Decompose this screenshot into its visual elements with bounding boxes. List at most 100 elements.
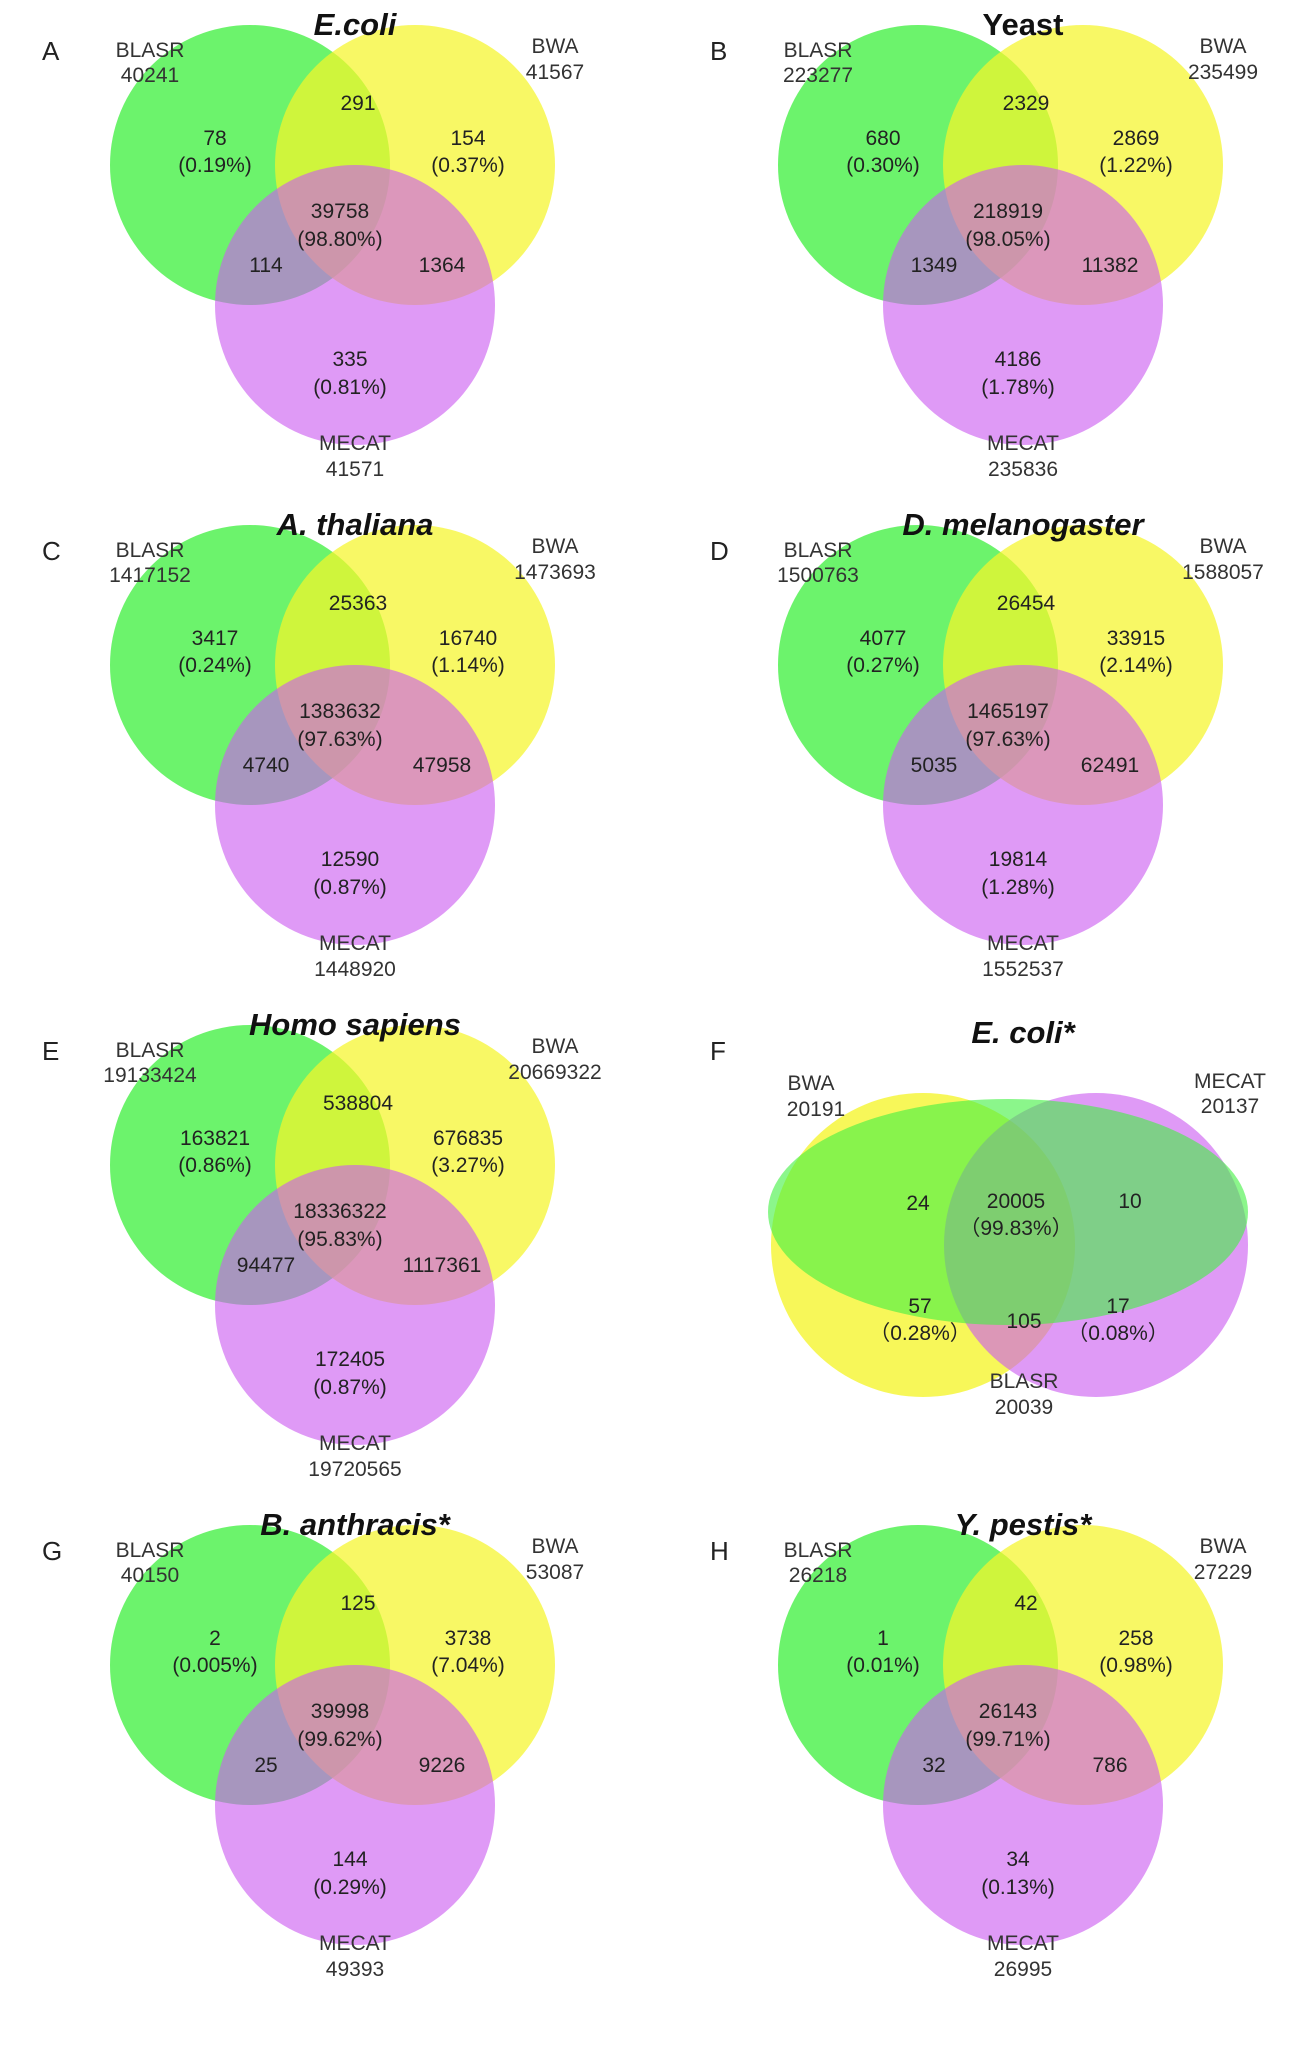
- set-total-mecat: 19720565: [308, 1458, 401, 1481]
- set-total-bwa: 41567: [526, 61, 584, 84]
- region-mecat-only: 17: [1106, 1295, 1129, 1318]
- region-bwa-only: 16740: [439, 627, 497, 650]
- region-all-three: 18336322: [293, 1200, 386, 1223]
- set-circle-mecat: [215, 165, 495, 445]
- region-mecat-only: 335: [332, 348, 367, 371]
- set-label-mecat: MECAT: [987, 932, 1059, 955]
- panel-letter: E: [42, 1036, 59, 1066]
- region-blasr-only: 680: [865, 127, 900, 150]
- region-blasr-only-pct: (0.30%): [846, 154, 920, 177]
- region-bwa-only-pct: (7.04%): [431, 1654, 505, 1677]
- panel-letter: D: [710, 536, 729, 566]
- region-mecat-only: 12590: [321, 848, 379, 871]
- region-all-three-pct: (99.62%): [297, 1728, 382, 1751]
- region-bwa-only: 258: [1118, 1627, 1153, 1650]
- region-bwa-only-pct: （0.28%）: [869, 1322, 971, 1345]
- region-bwa-only: 2869: [1113, 127, 1160, 150]
- set-total-blasr: 26218: [789, 1564, 847, 1587]
- set-label-blasr: BLASR: [990, 1370, 1059, 1393]
- region-bwa-mecat: 105: [1006, 1310, 1041, 1333]
- region-blasr-only-pct: (0.005%): [172, 1654, 257, 1677]
- chart-title: Homo sapiens: [249, 1007, 461, 1042]
- region-blasr-only-pct: (0.01%): [846, 1654, 920, 1677]
- panel-letter: C: [42, 536, 61, 566]
- set-label-mecat: MECAT: [987, 432, 1059, 455]
- set-total-mecat: 41571: [326, 458, 384, 481]
- region-blasr-bwa: 538804: [323, 1092, 393, 1115]
- region-blasr-mecat: 5035: [911, 754, 958, 777]
- region-all-three: 218919: [973, 200, 1043, 223]
- set-total-blasr: 223277: [783, 64, 853, 87]
- region-blasr-mecat: 1349: [911, 254, 958, 277]
- chart-title: A. thaliana: [276, 507, 434, 542]
- region-bwa-mecat: 1364: [419, 254, 466, 277]
- set-total-bwa: 27229: [1194, 1561, 1252, 1584]
- region-blasr-bwa: 291: [340, 92, 375, 115]
- set-label-bwa: BWA: [787, 1072, 834, 1095]
- chart-title: D. melanogaster: [902, 507, 1145, 542]
- region-blasr-only: 4077: [860, 627, 907, 650]
- set-total-bwa: 53087: [526, 1561, 584, 1584]
- region-mecat-blasr: 10: [1118, 1190, 1141, 1213]
- panel-letter: B: [710, 36, 727, 66]
- region-all-three-pct: (99.71%): [965, 1728, 1050, 1751]
- region-mecat-only-pct: (1.78%): [981, 376, 1055, 399]
- region-mecat-only: 34: [1006, 1848, 1030, 1871]
- set-label-bwa: BWA: [531, 1535, 578, 1558]
- set-total-bwa: 1588057: [1182, 561, 1264, 584]
- region-mecat-only: 144: [332, 1848, 367, 1871]
- set-total-mecat: 20137: [1201, 1095, 1259, 1118]
- set-label-blasr: BLASR: [784, 1539, 853, 1562]
- set-label-blasr: BLASR: [116, 539, 185, 562]
- set-total-mecat: 26995: [994, 1958, 1052, 1981]
- region-bwa-mecat: 1117361: [403, 1254, 482, 1277]
- region-mecat-only-pct: (0.29%): [313, 1876, 387, 1899]
- region-mecat-only-pct: (1.28%): [981, 876, 1055, 899]
- region-all-three: 1383632: [299, 700, 381, 723]
- region-all-three: 1465197: [967, 700, 1049, 723]
- panel-letter: H: [710, 1536, 729, 1566]
- set-total-blasr: 1417152: [109, 564, 191, 587]
- set-total-blasr: 1500763: [777, 564, 859, 587]
- set-label-mecat: MECAT: [1194, 1070, 1266, 1093]
- set-total-blasr: 40241: [121, 64, 179, 87]
- region-bwa-mecat: 47958: [413, 754, 471, 777]
- chart-title: E.coli: [314, 7, 398, 42]
- region-bwa-mecat: 11382: [1082, 254, 1139, 277]
- region-bwa-only-pct: (0.98%): [1099, 1654, 1173, 1677]
- set-label-mecat: MECAT: [319, 432, 391, 455]
- set-ellipse-blasr: [768, 1099, 1248, 1325]
- set-circle-mecat: [883, 165, 1163, 445]
- region-bwa-only-pct: (1.22%): [1099, 154, 1173, 177]
- chart-title: Y. pestis*: [955, 1507, 1094, 1542]
- set-circle-mecat: [215, 665, 495, 945]
- set-circle-mecat: [883, 1665, 1163, 1945]
- region-blasr-mecat: 32: [922, 1754, 945, 1777]
- panel-letter: G: [42, 1536, 62, 1566]
- chart-title: E. coli*: [971, 1015, 1076, 1050]
- region-all-three-pct: (97.63%): [297, 728, 382, 751]
- set-total-bwa: 1473693: [514, 561, 596, 584]
- region-blasr-only-pct: (0.24%): [178, 654, 252, 677]
- region-mecat-only-pct: (0.87%): [313, 1376, 387, 1399]
- region-bwa-mecat: 9226: [419, 1754, 466, 1777]
- region-bwa-only: 3738: [445, 1627, 492, 1650]
- region-all-three: 39758: [311, 200, 369, 223]
- region-all-three-pct: （99.83%）: [959, 1217, 1072, 1240]
- set-total-blasr: 19133424: [103, 1064, 197, 1087]
- set-total-bwa: 20669322: [508, 1061, 601, 1084]
- region-blasr-bwa: 2329: [1003, 92, 1050, 115]
- region-blasr-mecat: 94477: [237, 1254, 295, 1277]
- region-bwa-only-pct: (3.27%): [431, 1154, 505, 1177]
- region-blasr-bwa: 26454: [997, 592, 1056, 615]
- region-blasr-bwa: 125: [340, 1592, 375, 1615]
- region-blasr-only-pct: (0.27%): [846, 654, 920, 677]
- region-bwa-mecat: 786: [1092, 1754, 1127, 1777]
- set-label-bwa: BWA: [1199, 35, 1246, 58]
